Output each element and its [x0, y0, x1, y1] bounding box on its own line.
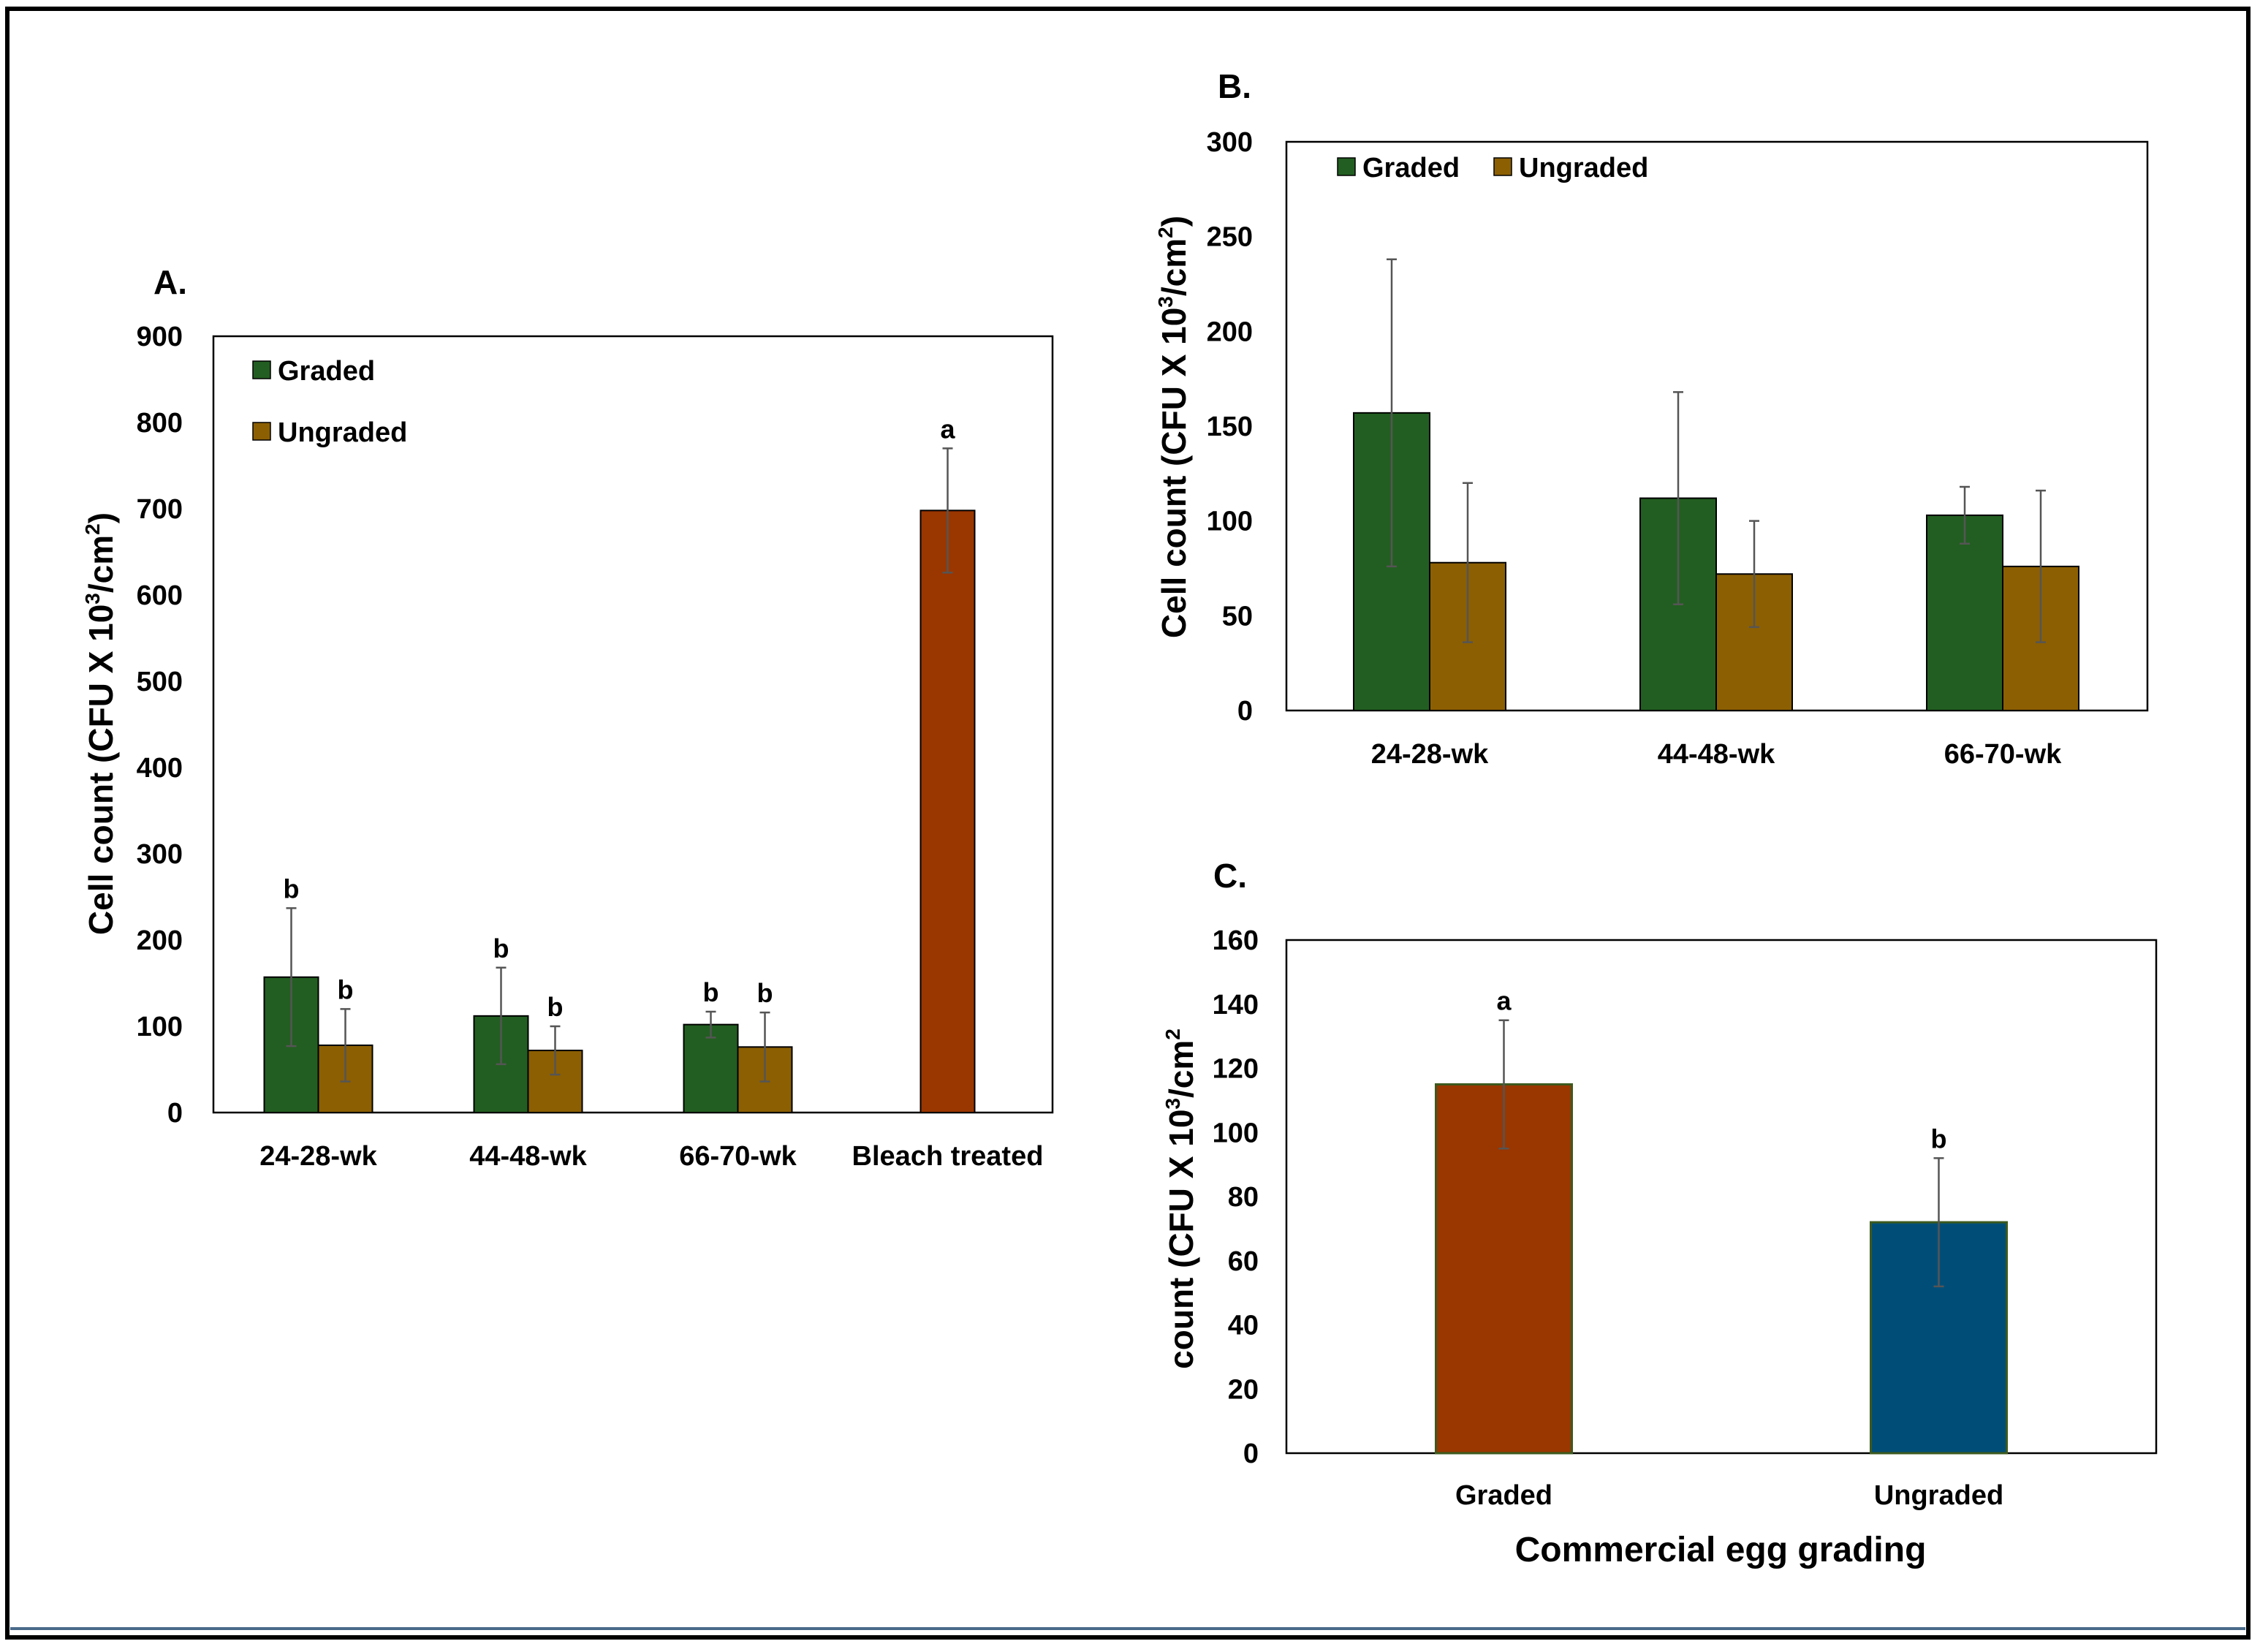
significance-letter: b — [1931, 1124, 1947, 1153]
y-tick-label: 120 — [1213, 1054, 1259, 1085]
significance-letter: b — [338, 974, 354, 1004]
bar-bleach-treated — [919, 509, 976, 1113]
y-tick-label: 600 — [137, 580, 183, 611]
panel-c-significance-letters: ab — [1496, 986, 1946, 1154]
legend-label-graded: Graded — [1362, 153, 1460, 183]
error-bar — [705, 1010, 716, 1039]
panel-c-x-axis-label: Commercial egg grading — [1515, 1531, 1927, 1569]
panel-c-bars — [1435, 1083, 2008, 1455]
error-bar — [1673, 391, 1683, 606]
error-bar — [1498, 1019, 1509, 1150]
y-tick-label: 100 — [137, 1012, 183, 1042]
panel-c-label: C. — [1213, 857, 1247, 895]
bar-graded — [1926, 514, 2003, 711]
error-bar — [550, 1025, 561, 1076]
error-bar — [759, 1011, 770, 1083]
x-category-label: 44-48-wk — [1658, 739, 1775, 770]
legend-label-ungraded: Ungraded — [278, 417, 407, 448]
significance-letter: b — [284, 874, 300, 903]
y-tick-label: 250 — [1207, 222, 1253, 253]
y-tick-label: 700 — [137, 494, 183, 525]
y-tick-label: 200 — [1207, 317, 1253, 347]
y-tick-label: 150 — [1207, 412, 1253, 442]
y-tick-label: 160 — [1213, 925, 1259, 956]
error-bar — [1463, 482, 1473, 643]
panel-c-category-labels: Graded Ungraded — [1455, 1480, 2003, 1511]
y-tick-label: 300 — [1207, 127, 1253, 158]
y-tick-label: 500 — [137, 667, 183, 697]
panel-b-bars — [1353, 412, 2079, 712]
error-bar — [286, 907, 297, 1047]
y-tick-label: 800 — [137, 408, 183, 439]
panel-b-y-axis-label: Cell count (CFU X 103/cm2) — [1154, 216, 1193, 638]
panel-c-plot-frame — [1285, 939, 2158, 1455]
x-category-label: Graded — [1455, 1480, 1552, 1511]
legend-label-graded: Graded — [278, 356, 375, 387]
legend-swatch-graded — [252, 360, 271, 379]
error-bar — [496, 966, 507, 1066]
panel-b: B. 0 50 100 150 200 250 300 24-28-wk 44-48-wk 66… — [1154, 67, 2149, 770]
y-tick-label: 200 — [137, 925, 183, 956]
significance-letter: b — [757, 978, 773, 1008]
y-tick-label: 100 — [1213, 1118, 1259, 1148]
error-bar — [2036, 489, 2046, 643]
legend-swatch-ungraded — [1493, 157, 1512, 176]
y-tick-label: 50 — [1222, 601, 1253, 632]
y-tick-label: 100 — [1207, 507, 1253, 537]
y-tick-label: 900 — [137, 322, 183, 352]
error-bar — [340, 1008, 351, 1083]
legend-swatch-graded — [1337, 157, 1356, 176]
error-bar — [942, 447, 953, 574]
figure-border — [5, 7, 2250, 1640]
y-tick-label: 0 — [1237, 696, 1253, 727]
panel-a-y-ticks: 0 100 200 300 400 500 600 700 800 900 — [137, 322, 183, 1129]
y-tick-label: 400 — [137, 753, 183, 784]
panel-a-significance-letters: b b b b b b a — [284, 414, 956, 1022]
y-tick-label: 0 — [1243, 1439, 1259, 1469]
y-tick-label: 40 — [1228, 1311, 1259, 1341]
panel-b-y-ticks: 0 50 100 150 200 250 300 — [1207, 127, 1253, 727]
panel-a-bars — [263, 509, 976, 1114]
panel-b-label: B. — [1218, 67, 1251, 105]
legend-label-ungraded: Ungraded — [1519, 153, 1648, 183]
y-tick-label: 20 — [1228, 1374, 1259, 1405]
panel-c-y-axis-label: count (CFU X 103/cm2 — [1161, 1028, 1200, 1369]
error-bar — [1933, 1157, 1944, 1288]
panel-c-y-ticks: 0 20 40 60 80 100 120 140 160 — [1213, 925, 1259, 1469]
error-bar — [1749, 520, 1759, 629]
panel-b-legend: Graded Ungraded — [1337, 153, 1648, 183]
significance-letter: a — [1496, 986, 1512, 1016]
panel-a-error-bars — [286, 447, 953, 1083]
panel-a-y-axis-label: Cell count (CFU X 103/cm2) — [81, 512, 120, 935]
y-tick-label: 300 — [137, 839, 183, 870]
significance-letter: b — [493, 933, 509, 963]
x-category-label: Bleach treated — [852, 1141, 1044, 1172]
x-category-label: 24-28-wk — [1371, 739, 1489, 770]
panel-a-plot-frame — [212, 335, 1054, 1114]
x-category-label: Ungraded — [1874, 1480, 2003, 1511]
legend-swatch-ungraded — [252, 422, 271, 441]
y-tick-label: 60 — [1228, 1246, 1259, 1277]
y-tick-label: 140 — [1213, 990, 1259, 1020]
error-bar — [1387, 258, 1397, 568]
y-tick-label: 0 — [167, 1098, 183, 1129]
significance-letter: b — [703, 977, 719, 1007]
x-category-label: 44-48-wk — [469, 1141, 587, 1172]
error-bar — [1960, 485, 1970, 545]
x-category-label: 66-70-wk — [679, 1141, 797, 1172]
panel-c-error-bars — [1498, 1019, 1944, 1288]
panel-b-error-bars — [1387, 258, 2046, 643]
panel-b-category-labels: 24-28-wk 44-48-wk 66-70-wk — [1371, 739, 2062, 770]
significance-letter: a — [940, 414, 955, 444]
panel-a-category-labels: 24-28-wk 44-48-wk 66-70-wk Bleach treated — [259, 1141, 1043, 1172]
panel-a-label: A. — [153, 263, 187, 301]
significance-letter: b — [547, 992, 564, 1022]
x-category-label: 24-28-wk — [259, 1141, 377, 1172]
x-category-label: 66-70-wk — [1944, 739, 2062, 770]
y-tick-label: 80 — [1228, 1182, 1259, 1213]
panel-a-legend: Graded Ungraded — [252, 356, 407, 448]
